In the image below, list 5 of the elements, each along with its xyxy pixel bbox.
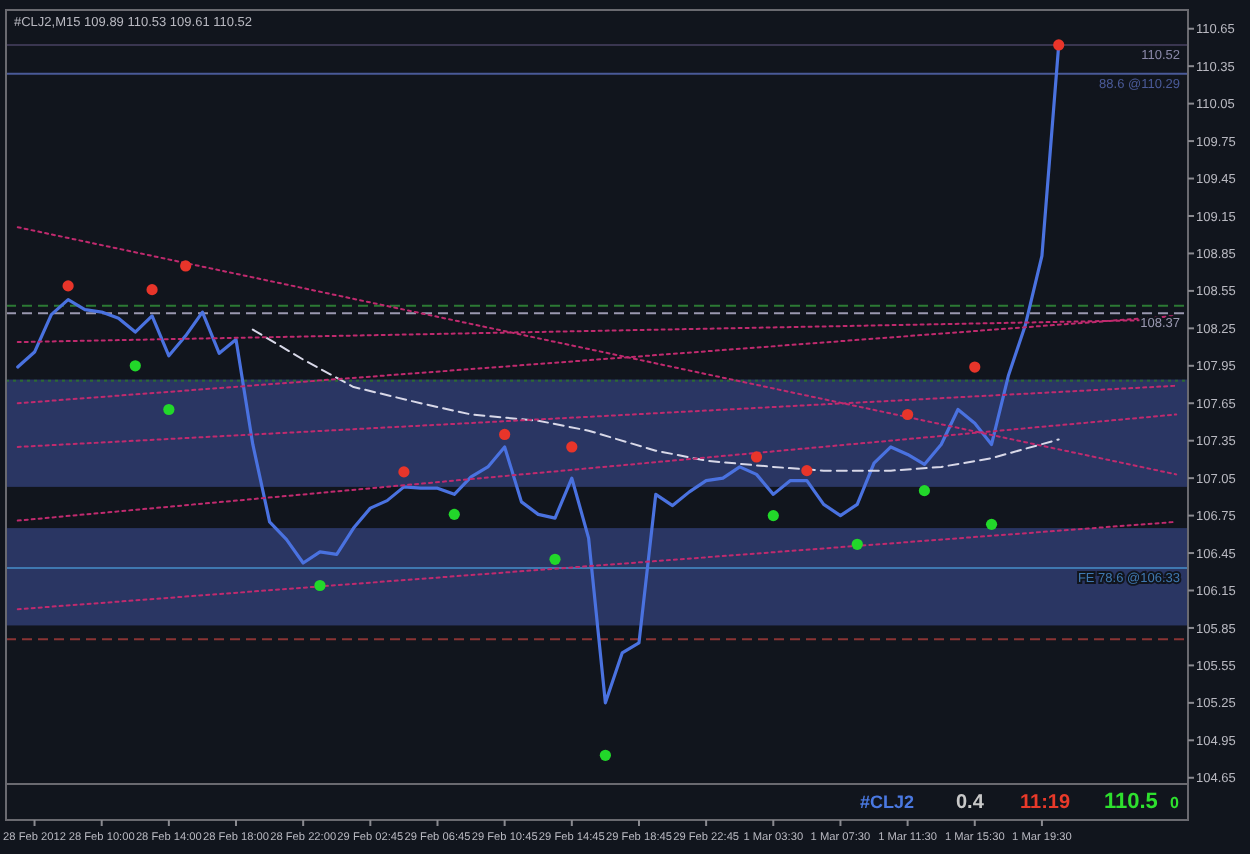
text: 0.4 [956,792,985,814]
text: 0 [1170,794,1180,812]
text: 110.5 [1104,790,1158,814]
text: 11:19 [1020,792,1071,814]
text: #CLJ2 [860,792,915,812]
